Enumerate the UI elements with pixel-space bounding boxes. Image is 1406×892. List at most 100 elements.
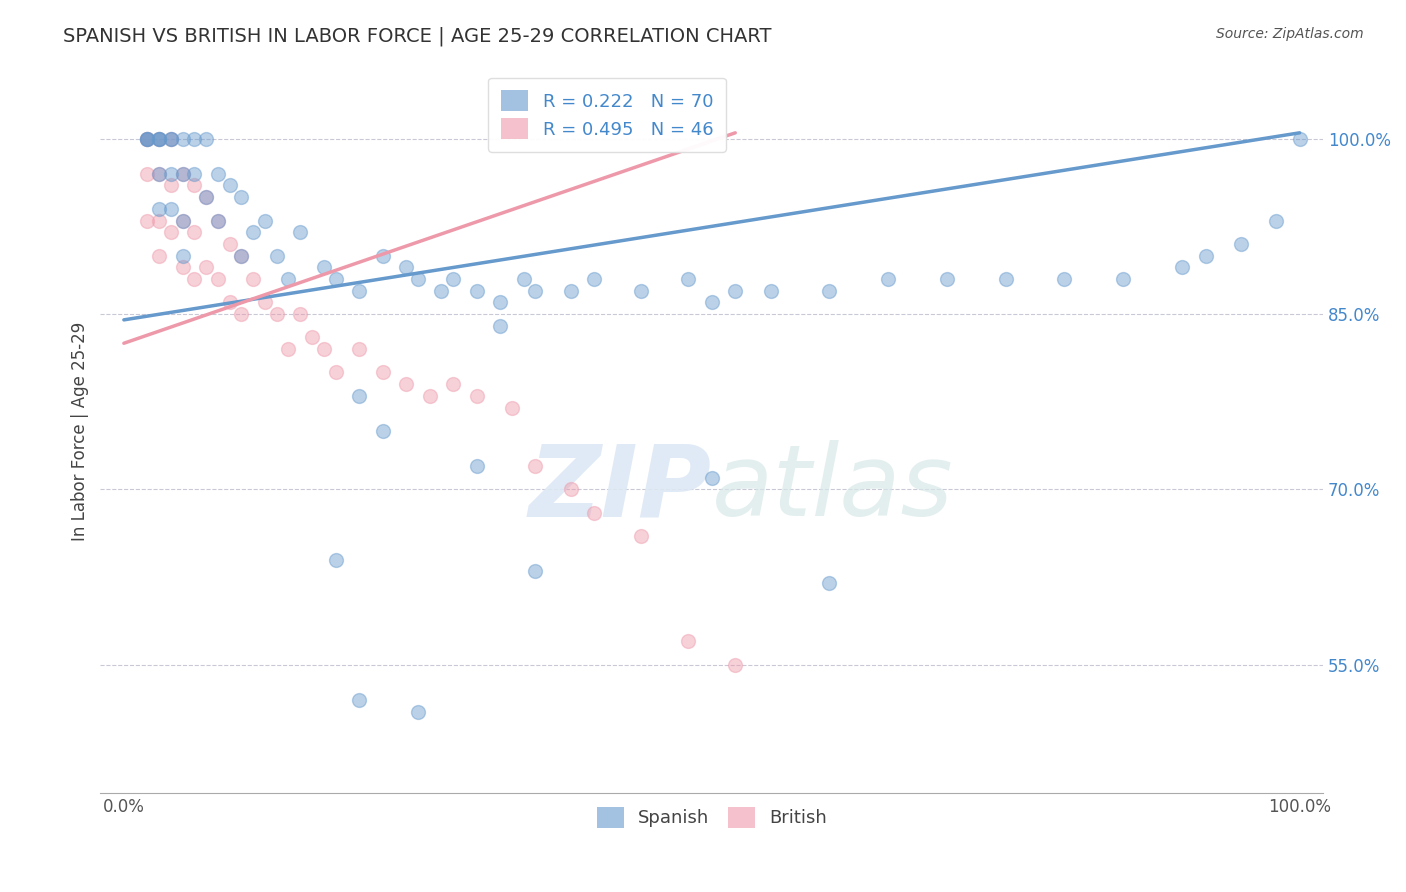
Point bbox=[759, 284, 782, 298]
Point bbox=[136, 131, 159, 145]
Point bbox=[1112, 272, 1135, 286]
Point bbox=[266, 249, 288, 263]
Point bbox=[218, 178, 240, 193]
Point bbox=[560, 483, 582, 497]
Point bbox=[160, 131, 183, 145]
Point bbox=[136, 131, 159, 145]
Point bbox=[136, 131, 159, 145]
Point bbox=[183, 131, 205, 145]
Point bbox=[347, 389, 370, 403]
Point bbox=[395, 260, 418, 275]
Point bbox=[253, 295, 276, 310]
Point bbox=[406, 272, 429, 286]
Point bbox=[207, 213, 229, 227]
Point bbox=[877, 272, 900, 286]
Point bbox=[724, 284, 747, 298]
Point bbox=[560, 284, 582, 298]
Point bbox=[218, 236, 240, 251]
Point bbox=[148, 131, 170, 145]
Point bbox=[148, 131, 170, 145]
Text: ZIP: ZIP bbox=[529, 441, 711, 537]
Point bbox=[136, 167, 159, 181]
Point bbox=[148, 167, 170, 181]
Point bbox=[277, 272, 299, 286]
Point bbox=[676, 634, 699, 648]
Point bbox=[1230, 236, 1253, 251]
Point bbox=[700, 295, 723, 310]
Point bbox=[371, 424, 394, 438]
Point bbox=[325, 272, 347, 286]
Point bbox=[818, 575, 841, 590]
Point bbox=[583, 272, 606, 286]
Point bbox=[524, 284, 547, 298]
Point bbox=[347, 342, 370, 356]
Point bbox=[231, 307, 253, 321]
Point bbox=[325, 366, 347, 380]
Point bbox=[1194, 249, 1216, 263]
Point bbox=[183, 167, 205, 181]
Point bbox=[1265, 213, 1288, 227]
Point bbox=[148, 213, 170, 227]
Point bbox=[1171, 260, 1194, 275]
Point bbox=[994, 272, 1017, 286]
Point bbox=[172, 167, 194, 181]
Point bbox=[290, 307, 312, 321]
Point bbox=[1053, 272, 1076, 286]
Point bbox=[195, 131, 218, 145]
Point bbox=[630, 529, 652, 543]
Point bbox=[148, 249, 170, 263]
Point bbox=[676, 272, 699, 286]
Point bbox=[277, 342, 299, 356]
Point bbox=[441, 377, 464, 392]
Point bbox=[290, 225, 312, 239]
Point bbox=[347, 284, 370, 298]
Point bbox=[183, 178, 205, 193]
Point bbox=[524, 564, 547, 578]
Point bbox=[148, 167, 170, 181]
Point bbox=[207, 213, 229, 227]
Point bbox=[441, 272, 464, 286]
Point bbox=[160, 131, 183, 145]
Point bbox=[312, 342, 335, 356]
Point bbox=[465, 284, 488, 298]
Point bbox=[195, 260, 218, 275]
Point bbox=[325, 552, 347, 566]
Point bbox=[465, 458, 488, 473]
Point bbox=[183, 272, 205, 286]
Point bbox=[218, 295, 240, 310]
Point bbox=[172, 167, 194, 181]
Point bbox=[242, 272, 264, 286]
Point bbox=[489, 318, 512, 333]
Point bbox=[148, 131, 170, 145]
Text: SPANISH VS BRITISH IN LABOR FORCE | AGE 25-29 CORRELATION CHART: SPANISH VS BRITISH IN LABOR FORCE | AGE … bbox=[63, 27, 772, 46]
Point bbox=[148, 202, 170, 216]
Point bbox=[465, 389, 488, 403]
Point bbox=[371, 366, 394, 380]
Point bbox=[172, 213, 194, 227]
Point bbox=[935, 272, 957, 286]
Point bbox=[136, 213, 159, 227]
Point bbox=[1288, 131, 1310, 145]
Point bbox=[136, 131, 159, 145]
Point bbox=[512, 272, 534, 286]
Point bbox=[430, 284, 453, 298]
Point bbox=[195, 190, 218, 204]
Point bbox=[301, 330, 323, 344]
Y-axis label: In Labor Force | Age 25-29: In Labor Force | Age 25-29 bbox=[72, 321, 89, 541]
Point bbox=[172, 131, 194, 145]
Point bbox=[489, 295, 512, 310]
Point bbox=[501, 401, 523, 415]
Point bbox=[172, 249, 194, 263]
Point bbox=[183, 225, 205, 239]
Point bbox=[172, 213, 194, 227]
Point bbox=[371, 249, 394, 263]
Point bbox=[583, 506, 606, 520]
Point bbox=[242, 225, 264, 239]
Point bbox=[266, 307, 288, 321]
Point bbox=[818, 284, 841, 298]
Point bbox=[231, 190, 253, 204]
Point bbox=[231, 249, 253, 263]
Text: Source: ZipAtlas.com: Source: ZipAtlas.com bbox=[1216, 27, 1364, 41]
Point bbox=[172, 260, 194, 275]
Point bbox=[630, 284, 652, 298]
